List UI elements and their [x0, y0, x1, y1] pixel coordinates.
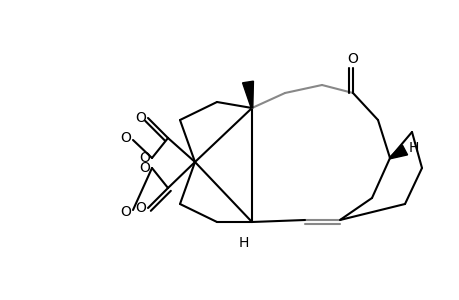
Text: O: O [139, 161, 150, 175]
Text: H: H [238, 236, 249, 250]
Text: O: O [120, 131, 131, 145]
Polygon shape [242, 81, 253, 108]
Text: O: O [120, 205, 131, 219]
Text: H: H [408, 141, 419, 155]
Text: O: O [135, 201, 146, 215]
Polygon shape [389, 145, 407, 159]
Text: O: O [135, 111, 146, 125]
Text: O: O [347, 52, 358, 66]
Text: O: O [139, 151, 150, 165]
